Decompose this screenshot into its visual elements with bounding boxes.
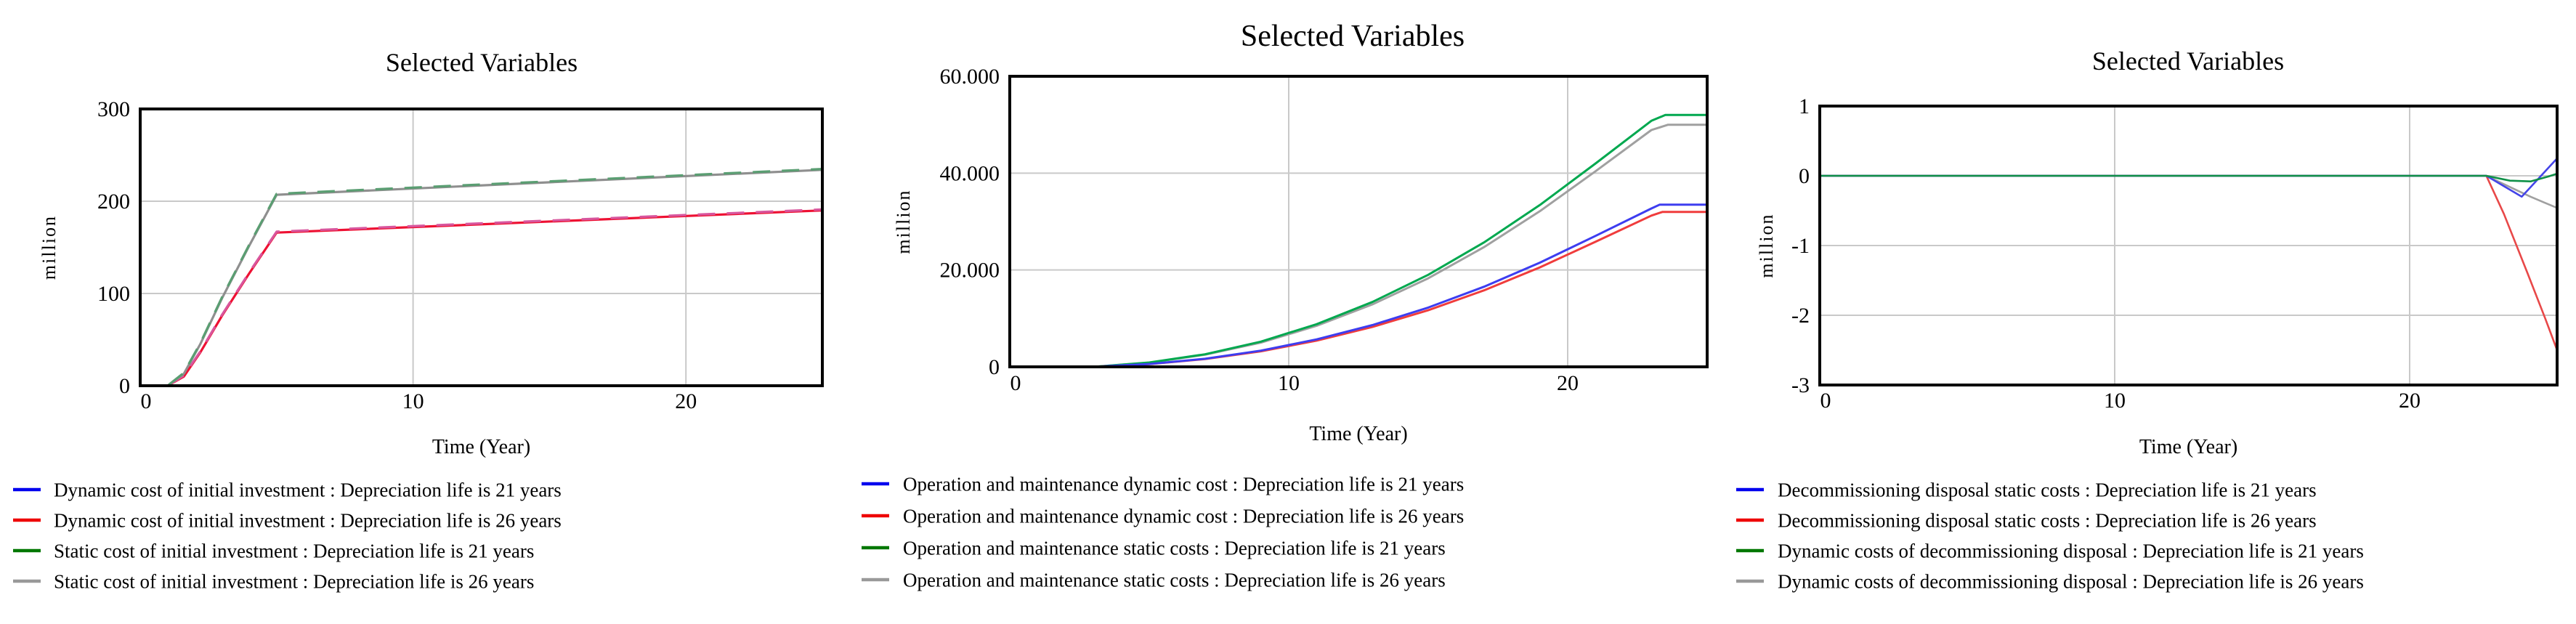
x-tick-label: 20 [2399, 389, 2421, 413]
x-axis-label: Time (Year) [432, 436, 530, 458]
legend-label: Decommissioning disposal static costs : … [1778, 510, 2317, 532]
legend-label: Dynamic costs of decommissioning disposa… [1778, 540, 2364, 562]
y-tick-label: -3 [1791, 373, 1810, 397]
legend: Dynamic cost of initial investment : Dep… [13, 479, 562, 593]
y-axis-label: million [893, 189, 914, 254]
series-line-0 [1010, 203, 1707, 368]
legend-label: Operation and maintenance dynamic cost :… [903, 474, 1464, 495]
legend-item: Dynamic costs of decommissioning disposa… [1736, 571, 2364, 593]
series-lines [140, 168, 823, 387]
x-tick-label: 20 [675, 389, 697, 413]
chart-title: Selected Variables [386, 48, 578, 77]
series-line-1 [1820, 174, 2559, 351]
series-lines [1820, 158, 2559, 351]
series-line-3 [140, 169, 823, 387]
legend-item: Dynamic costs of decommissioning disposa… [1736, 540, 2364, 562]
chart-panel-decommissioning-disposal: Selected Variables million Time (Year) 1… [1717, 0, 2576, 624]
line-chart-operation-maintenance: Selected Variables million Time (Year) 6… [862, 20, 1709, 591]
chart-panel-operation-maintenance: Selected Variables million Time (Year) 6… [859, 0, 1717, 624]
series-line-1 [140, 209, 823, 387]
series-line-0 [140, 208, 823, 387]
legend-label: Operation and maintenance static costs :… [903, 538, 1446, 559]
y-tick-label: 20.000 [940, 259, 1000, 283]
y-tick-label: 200 [97, 190, 130, 214]
legend-item: Static cost of initial investment : Depr… [13, 571, 534, 593]
series-lines [1010, 113, 1707, 368]
series-line-2 [1010, 113, 1707, 368]
x-tick-label: 20 [1557, 371, 1579, 395]
legend: Decommissioning disposal static costs : … [1736, 479, 2364, 593]
series-line-1 [1010, 211, 1707, 368]
x-tick-labels: 0 10 20 [1820, 389, 2421, 413]
x-tick-label: 10 [2104, 389, 2126, 413]
legend-label: Operation and maintenance dynamic cost :… [903, 506, 1464, 527]
x-axis-label: Time (Year) [1309, 423, 1407, 445]
x-tick-label: 0 [1820, 389, 1831, 413]
x-tick-label: 0 [141, 389, 152, 413]
y-tick-labels: 60.000 40.000 20.000 0 [940, 65, 1000, 379]
legend-item: Decommissioning disposal static costs : … [1736, 479, 2317, 501]
legend-item: Operation and maintenance dynamic cost :… [862, 474, 1464, 495]
series-line-3 [1820, 174, 2558, 209]
y-tick-label: -1 [1791, 234, 1810, 258]
series-line-2 [140, 168, 823, 387]
legend-item: Dynamic cost of initial investment : Dep… [13, 479, 562, 501]
x-tick-labels: 0 10 20 [141, 389, 697, 413]
legend-item: Operation and maintenance static costs :… [862, 538, 1446, 559]
legend: Operation and maintenance dynamic cost :… [862, 474, 1464, 591]
x-tick-label: 10 [402, 389, 424, 413]
y-tick-labels: 300 200 100 0 [97, 97, 130, 398]
chart-panel-initial-investment: Selected Variables million Time (Year) 3… [0, 0, 859, 624]
x-tick-label: 10 [1278, 371, 1300, 395]
line-chart-decommissioning-disposal: Selected Variables million Time (Year) 1… [1736, 46, 2559, 593]
x-tick-label: 0 [1010, 371, 1021, 395]
plot-border [1008, 75, 1709, 368]
legend-item: Dynamic cost of initial investment : Dep… [13, 510, 562, 532]
y-tick-label: -2 [1791, 304, 1810, 328]
legend-item: Operation and maintenance static costs :… [862, 570, 1446, 591]
chart-title: Selected Variables [2092, 46, 2284, 76]
line-chart-initial-investment: Selected Variables million Time (Year) 3… [13, 48, 824, 593]
y-tick-label: 40.000 [940, 161, 1000, 185]
series-line-2 [1820, 172, 2558, 182]
legend-label: Static cost of initial investment : Depr… [54, 571, 534, 593]
legend-label: Static cost of initial investment : Depr… [54, 540, 534, 562]
y-tick-label: 0 [1799, 164, 1810, 188]
y-tick-label: 1 [1799, 94, 1810, 118]
plot-border [1818, 105, 2559, 386]
x-tick-labels: 0 10 20 [1010, 371, 1579, 395]
chart-title: Selected Variables [1241, 20, 1465, 53]
plot-border [139, 108, 824, 387]
legend-label: Dynamic costs of decommissioning disposa… [1778, 571, 2364, 593]
legend-item: Decommissioning disposal static costs : … [1736, 510, 2317, 532]
legend-label: Dynamic cost of initial investment : Dep… [54, 479, 562, 501]
gridlines [140, 109, 822, 386]
y-axis-label: million [1756, 213, 1777, 277]
y-tick-labels: 1 0 -1 -2 -3 [1791, 94, 1810, 397]
gridlines [1010, 76, 1707, 367]
gridlines [1820, 106, 2557, 385]
legend-item: Operation and maintenance dynamic cost :… [862, 506, 1464, 527]
y-tick-label: 0 [119, 374, 130, 398]
legend-item: Static cost of initial investment : Depr… [13, 540, 534, 562]
y-axis-label: million [39, 215, 60, 280]
legend-label: Operation and maintenance static costs :… [903, 570, 1446, 591]
y-tick-label: 300 [97, 97, 130, 121]
x-axis-label: Time (Year) [2139, 436, 2237, 458]
y-tick-label: 60.000 [940, 65, 1000, 89]
legend-label: Dynamic cost of initial investment : Dep… [54, 510, 562, 532]
y-tick-label: 0 [989, 355, 1000, 379]
legend-label: Decommissioning disposal static costs : … [1778, 479, 2317, 501]
series-line-0 [1820, 158, 2558, 198]
y-tick-label: 100 [97, 282, 130, 306]
